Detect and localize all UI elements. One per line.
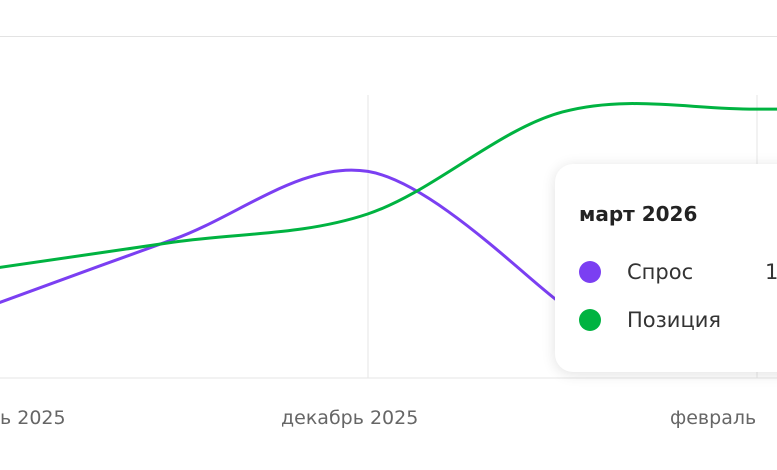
series-line-position (0, 102, 777, 269)
series-dot-icon (579, 261, 601, 283)
x-tick-label: ь 2025 (0, 407, 66, 429)
tooltip-title: март 2026 (579, 202, 698, 226)
tooltip-row-demand: Спрос (579, 260, 693, 284)
series-line-demand (0, 168, 564, 306)
x-tick-label: февраль (670, 407, 756, 429)
tooltip-value: 1 (765, 260, 777, 284)
tooltip-label: Спрос (627, 260, 694, 284)
chart-tooltip: март 2026 Спрос 1 Позиция (555, 164, 777, 372)
x-tick-label: декабрь 2025 (281, 407, 418, 429)
top-divider (0, 36, 777, 37)
tooltip-label: Позиция (627, 308, 722, 332)
series-dot-icon (579, 309, 601, 331)
tooltip-row-position: Позиция (579, 308, 721, 332)
